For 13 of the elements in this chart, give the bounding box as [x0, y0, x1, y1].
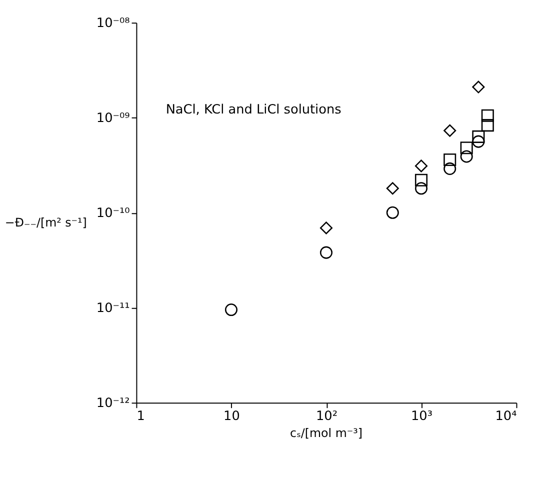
x-tick-label: 10⁴	[495, 408, 517, 424]
x-tick-label: 1	[136, 408, 145, 424]
annotation: NaCl, KCl and LiCl solutions	[166, 102, 342, 118]
x-tick-label: 10	[224, 408, 240, 424]
x-tick-label: 10²	[316, 408, 338, 424]
y-tick-label: 10⁻¹⁰	[96, 206, 130, 222]
x-tick-label: 10³	[411, 408, 432, 424]
y-tick-label: 10⁻¹¹	[96, 301, 130, 316]
y-tick-label: 10⁻⁰⁹	[96, 111, 130, 126]
y-axis-title: −Đ₋₋/[m² s⁻¹]	[4, 215, 87, 230]
y-tick-label: 10⁻⁰⁸	[96, 16, 130, 32]
x-axis-title: cₛ/[mol m⁻³]	[290, 426, 362, 440]
y-tick-label: 10⁻¹²	[96, 396, 130, 412]
